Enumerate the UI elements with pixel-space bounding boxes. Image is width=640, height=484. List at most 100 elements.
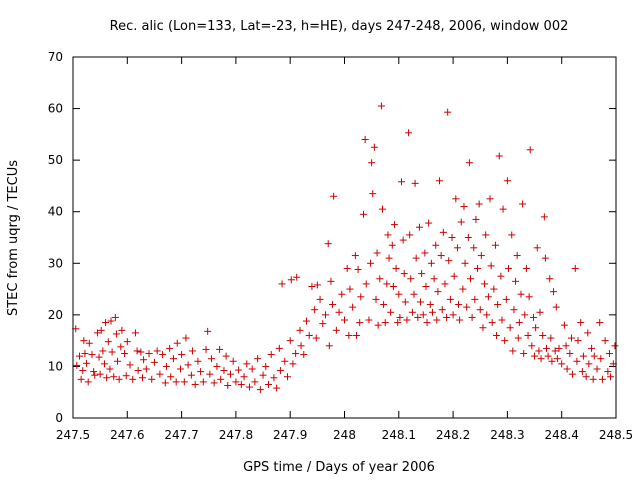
data-point (319, 320, 327, 328)
data-point (560, 321, 568, 329)
data-point (493, 331, 501, 339)
y-tick-label: 10 (48, 359, 63, 373)
data-point (96, 370, 104, 378)
data-point (506, 324, 514, 332)
data-point (329, 301, 337, 309)
data-point (446, 295, 454, 303)
data-point (327, 277, 335, 285)
plot-frame (72, 56, 617, 419)
data-point (300, 351, 308, 359)
data-point (483, 311, 491, 319)
data-point (142, 365, 150, 373)
data-point (528, 342, 536, 350)
data-point (100, 360, 108, 368)
data-point (150, 358, 158, 366)
data-point (499, 205, 507, 213)
data-point (548, 357, 556, 365)
data-point (356, 319, 364, 327)
data-point (443, 313, 451, 321)
data-point (611, 342, 619, 350)
data-point (362, 280, 370, 288)
data-points (72, 102, 619, 394)
data-point (311, 306, 319, 314)
data-point (308, 282, 316, 290)
data-point (539, 331, 547, 339)
data-point (370, 143, 378, 151)
data-point (122, 372, 130, 380)
data-point (385, 254, 393, 262)
data-point (316, 295, 324, 303)
data-point (445, 257, 453, 265)
data-point (418, 270, 426, 278)
data-point (139, 374, 147, 382)
data-point (517, 290, 525, 298)
data-point (401, 298, 409, 306)
data-point (384, 231, 392, 239)
data-point (117, 343, 125, 351)
data-point (584, 329, 592, 337)
data-point (204, 327, 212, 335)
data-point (240, 373, 248, 381)
data-point (173, 339, 181, 347)
data-point (486, 195, 494, 203)
data-point (248, 365, 256, 373)
data-point (335, 308, 343, 316)
data-point (590, 352, 598, 360)
y-tick-label: 0 (55, 411, 63, 425)
data-point (508, 231, 516, 239)
data-point (77, 375, 85, 383)
x-tick-label: 248.3 (490, 428, 524, 442)
data-point (172, 378, 180, 386)
data-point (256, 386, 264, 394)
data-point (305, 331, 313, 339)
data-point (504, 264, 512, 272)
data-point (177, 365, 185, 373)
chart-title: Rec. alic (Lon=133, Lat=-23, h=HE), days… (110, 19, 569, 34)
data-point (526, 146, 534, 154)
data-point (421, 249, 429, 257)
data-point (400, 270, 408, 278)
data-point (93, 329, 101, 337)
data-point (495, 152, 503, 160)
data-point (383, 280, 391, 288)
data-point (345, 331, 353, 339)
data-point (501, 337, 509, 345)
x-axis-title: GPS time / Days of year 2006 (243, 460, 435, 475)
data-point (88, 351, 96, 359)
data-point (466, 275, 474, 283)
data-point (410, 290, 418, 298)
data-point (555, 344, 563, 352)
data-point (123, 338, 131, 346)
data-point (85, 339, 93, 347)
data-point (112, 330, 120, 338)
data-point (513, 252, 521, 260)
data-point (134, 367, 142, 375)
data-point (488, 319, 496, 327)
x-tick-label: 248.2 (436, 428, 470, 442)
data-point (270, 374, 278, 382)
data-point (444, 108, 452, 116)
data-point (503, 177, 511, 185)
data-point (145, 350, 153, 358)
data-point (129, 375, 137, 383)
data-point (106, 365, 114, 373)
data-point (222, 352, 230, 360)
data-point (373, 249, 381, 257)
data-point (449, 311, 457, 319)
data-point (286, 337, 294, 345)
data-point (558, 360, 566, 368)
data-point (357, 293, 365, 301)
data-point (287, 276, 295, 284)
data-point (104, 338, 112, 346)
x-tick-label: 247.5 (56, 428, 90, 442)
data-point (477, 252, 485, 260)
data-point (99, 347, 107, 355)
data-point (91, 371, 99, 379)
y-axis-ticks: 0 10 20 30 40 50 60 70 (48, 50, 616, 425)
data-point (529, 313, 537, 321)
data-point (585, 360, 593, 368)
data-point (114, 357, 122, 365)
data-point (512, 277, 520, 285)
data-point (191, 380, 199, 388)
data-point (544, 352, 552, 360)
